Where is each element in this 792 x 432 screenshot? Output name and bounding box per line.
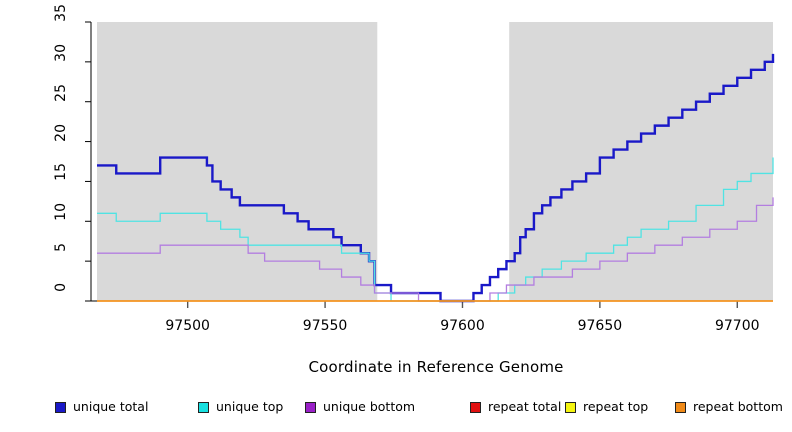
x-tick-label: 97550 xyxy=(302,318,348,334)
covered-region-left xyxy=(97,22,378,301)
covered-region-right xyxy=(509,22,773,301)
legend-item-repeat-top: repeat top xyxy=(565,398,648,416)
x-tick-label: 97650 xyxy=(577,318,623,334)
legend-swatch-icon xyxy=(305,401,316,413)
legend-label: repeat total xyxy=(488,399,562,414)
legend-item-unique-total: unique total xyxy=(55,398,148,416)
legend-item-unique-bottom: unique bottom xyxy=(305,398,415,416)
x-tick-label: 97500 xyxy=(165,318,210,334)
y-tick-label: 35 xyxy=(53,4,69,22)
legend-swatch-icon xyxy=(198,401,209,413)
legend-swatch-icon xyxy=(470,401,481,413)
y-tick-label: 20 xyxy=(53,123,69,142)
x-tick-label: 97600 xyxy=(440,318,485,334)
y-tick-label: 15 xyxy=(53,163,69,182)
y-tick-label: 30 xyxy=(53,43,69,62)
chart-legend: unique total unique top unique bottom repea… xyxy=(0,398,792,418)
legend-swatch-icon xyxy=(565,401,576,413)
legend-swatch-icon xyxy=(675,401,686,413)
legend-label: unique bottom xyxy=(323,399,416,414)
legend-label: repeat bottom xyxy=(693,399,783,414)
x-axis-title: Coordinate in Reference Genome xyxy=(308,358,564,376)
y-tick-label: 10 xyxy=(53,203,69,222)
legend-label: repeat top xyxy=(583,399,649,414)
y-tick-label: 0 xyxy=(53,283,69,292)
y-tick-label: 25 xyxy=(53,83,69,102)
legend-item-unique-top: unique top xyxy=(198,398,283,416)
x-tick-label: 97700 xyxy=(714,318,760,334)
legend-label: unique top xyxy=(216,399,284,414)
legend-swatch-icon xyxy=(55,401,66,413)
series-line-unique-total xyxy=(97,53,775,303)
legend-item-repeat-total: repeat total xyxy=(470,398,561,416)
legend-label: unique total xyxy=(73,399,149,414)
y-tick-label: 5 xyxy=(53,243,69,253)
legend-item-repeat-bottom: repeat bottom xyxy=(675,398,783,416)
